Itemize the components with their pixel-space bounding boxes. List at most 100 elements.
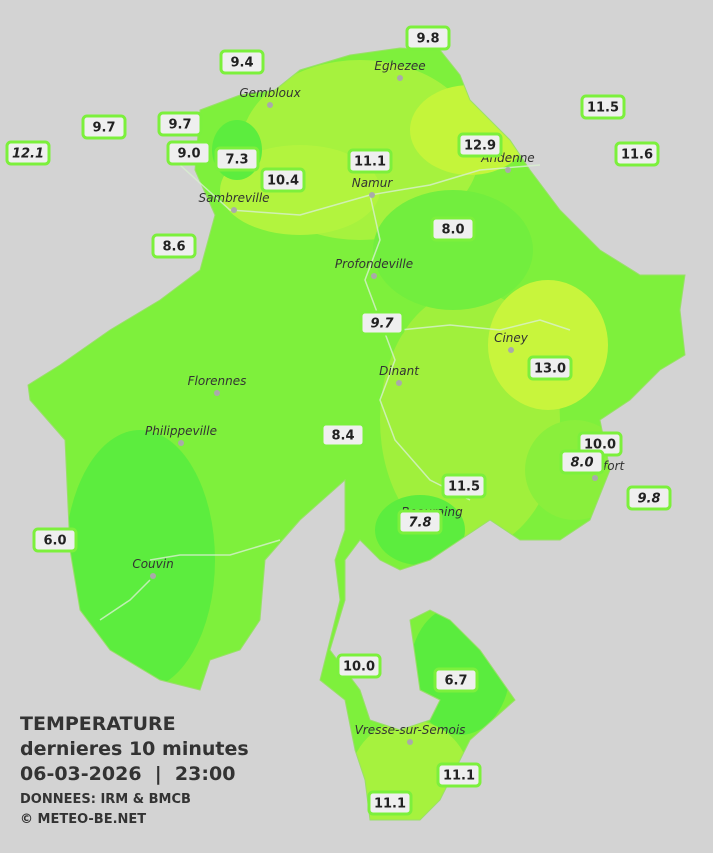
station-value: 11.5 (587, 101, 619, 116)
station-box (166, 140, 212, 166)
station-box (614, 141, 660, 167)
station: 8.6 (151, 233, 197, 259)
town-label: Eghezee (374, 59, 425, 73)
station-value: 11.1 (374, 797, 406, 812)
station-value: 11.1 (443, 769, 475, 784)
station-value: 10.0 (584, 438, 616, 453)
station-value: 8.4 (331, 429, 354, 444)
station-box (81, 114, 127, 140)
town-label: Gembloux (239, 86, 301, 100)
legend: TEMPERATURE dernieres 10 minutes 06-03-2… (20, 713, 249, 827)
town-dot (396, 380, 402, 386)
station-box (151, 233, 197, 259)
station: 9.0 (166, 140, 212, 166)
station-value: 7.8 (408, 516, 431, 531)
town-label: Philippeville (145, 424, 217, 438)
station-box (397, 509, 443, 535)
station-value: 12.9 (464, 139, 496, 154)
station-value: 11.5 (448, 480, 480, 495)
station: 12.9 (457, 132, 503, 158)
station: 11.6 (614, 141, 660, 167)
station: 9.7 (359, 310, 405, 336)
station-value: 8.6 (162, 240, 185, 255)
station-value: 9.4 (230, 56, 253, 71)
station-value: 9.7 (92, 121, 115, 136)
town-label: Couvin (132, 557, 173, 571)
station-value: 12.1 (12, 147, 44, 162)
station-box (626, 485, 672, 511)
station: 9.8 (626, 485, 672, 511)
town-dot (508, 347, 514, 353)
station-box (219, 49, 265, 75)
town-dot (407, 739, 413, 745)
station-value: 10.0 (343, 660, 375, 675)
legend-datetime: 06-03-2026 | 23:00 (20, 763, 235, 785)
station-box (457, 132, 503, 158)
station-box (430, 216, 476, 242)
station-value: 6.0 (43, 534, 66, 549)
station-box (405, 25, 451, 51)
station-box (157, 111, 203, 137)
station-box (260, 167, 306, 193)
station: 6.0 (32, 527, 78, 553)
station: 11.1 (347, 148, 393, 174)
town-label: Florennes (188, 374, 247, 388)
town-dot (214, 390, 220, 396)
town-label: Namur (352, 176, 394, 190)
station: 10.4 (260, 167, 306, 193)
station: 11.1 (367, 790, 413, 816)
station-box (320, 422, 366, 448)
station: 13.0 (527, 355, 573, 381)
station-box (436, 762, 482, 788)
town-dot (505, 167, 511, 173)
station-value: 11.1 (354, 155, 386, 170)
town-label: Dinant (379, 364, 420, 378)
station-value: 9.7 (370, 317, 394, 332)
station-box (214, 146, 260, 172)
station-box (347, 148, 393, 174)
station: 7.3 (214, 146, 260, 172)
station: 7.8 (397, 509, 443, 535)
station-box (32, 527, 78, 553)
town-dot (231, 207, 237, 213)
town-dot (150, 573, 156, 579)
legend-title: TEMPERATURE (20, 713, 176, 735)
station-box (433, 667, 479, 693)
town-dot (267, 102, 273, 108)
station: 11.5 (580, 94, 626, 120)
station-box (336, 653, 382, 679)
station: 8.0 (559, 449, 605, 475)
town-dot (397, 75, 403, 81)
station-box (367, 790, 413, 816)
town-dot (371, 273, 377, 279)
station: 11.1 (436, 762, 482, 788)
legend-subtitle: dernieres 10 minutes (20, 738, 249, 760)
station: 9.7 (81, 114, 127, 140)
legend-copyright: © METEO-BE.NET (20, 812, 146, 827)
station: 9.8 (405, 25, 451, 51)
town-label: Profondeville (335, 257, 413, 271)
station-value: 13.0 (534, 362, 566, 377)
station-value: 11.6 (621, 148, 653, 163)
station-value: 10.4 (267, 174, 299, 189)
station-value: 9.8 (637, 492, 660, 507)
station-value: 9.7 (168, 118, 191, 133)
station-value: 7.3 (225, 153, 248, 168)
station-value: 9.0 (177, 147, 200, 162)
station-value: 9.8 (416, 32, 439, 47)
station: 9.4 (219, 49, 265, 75)
station: 11.5 (441, 473, 487, 499)
town-label: Vresse-sur-Semois (355, 723, 466, 737)
town-label: Ciney (494, 331, 529, 345)
station: 12.1 (5, 140, 51, 166)
station-value: 8.0 (570, 456, 593, 471)
station-value: 6.7 (444, 674, 467, 689)
town-dot (178, 440, 184, 446)
station: 8.0 (430, 216, 476, 242)
station-value: 8.0 (441, 223, 464, 238)
town-label: Sambreville (198, 191, 269, 205)
station-box (580, 94, 626, 120)
legend-source: DONNEES: IRM & BMCB (20, 792, 191, 807)
station-box (359, 310, 405, 336)
